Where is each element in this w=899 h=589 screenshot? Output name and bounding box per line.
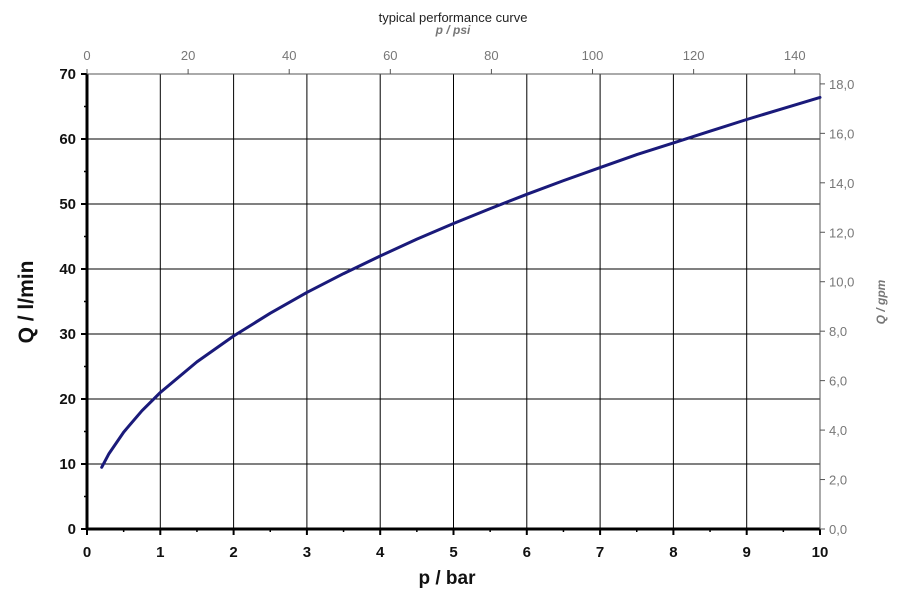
y-tick-label: 70 (59, 66, 76, 83)
x-tick-label: 4 (376, 544, 385, 561)
x2-tick-label: 120 (683, 48, 705, 63)
x-tick-label: 8 (669, 544, 677, 561)
x2-tick-label: 40 (282, 48, 296, 63)
y-tick-label: 40 (59, 261, 76, 278)
axis-ticks (81, 69, 825, 535)
x-tick-label: 3 (303, 544, 311, 561)
x-axis-label: p / bar (418, 568, 476, 589)
x2-tick-label: 20 (181, 48, 195, 63)
top-axis-title: p / psi (435, 23, 471, 37)
x2-tick-label: 0 (83, 48, 90, 63)
x-tick-label: 0 (83, 544, 91, 561)
y-tick-label: 60 (59, 131, 76, 148)
x-tick-label: 7 (596, 544, 604, 561)
y2-tick-label: 10,0 (829, 275, 854, 290)
y-tick-label: 30 (59, 326, 76, 343)
y2-tick-label: 4,0 (829, 423, 847, 438)
y-axis-label: Q / l/min (15, 261, 38, 344)
y2-tick-label: 14,0 (829, 176, 854, 191)
y2-tick-label: 12,0 (829, 225, 854, 240)
x2-tick-label: 80 (484, 48, 498, 63)
x2-tick-label: 140 (784, 48, 806, 63)
x2-tick-label: 60 (383, 48, 397, 63)
x2-tick-label: 100 (582, 48, 604, 63)
y2-tick-label: 8,0 (829, 324, 847, 339)
chart-title: typical performance curve (379, 10, 528, 25)
x-tick-label: 5 (449, 544, 457, 561)
x-tick-label: 6 (523, 544, 531, 561)
right-axis-label: Q / gpm (874, 279, 888, 324)
x-tick-label: 9 (743, 544, 751, 561)
grid-lines (87, 74, 820, 529)
x-tick-label: 10 (812, 544, 829, 561)
performance-curve-line (100, 95, 822, 469)
y2-tick-label: 6,0 (829, 374, 847, 389)
y-tick-label: 20 (59, 391, 76, 408)
y-tick-label: 10 (59, 456, 76, 473)
series-group (100, 95, 822, 469)
y2-tick-label: 2,0 (829, 473, 847, 488)
x-tick-label: 2 (229, 544, 237, 561)
y-tick-label: 0 (68, 521, 76, 538)
y2-tick-label: 16,0 (829, 126, 854, 141)
x-tick-label: 1 (156, 544, 164, 561)
y2-tick-label: 18,0 (829, 77, 854, 92)
y-tick-label: 50 (59, 196, 76, 213)
y2-tick-label: 0,0 (829, 522, 847, 537)
